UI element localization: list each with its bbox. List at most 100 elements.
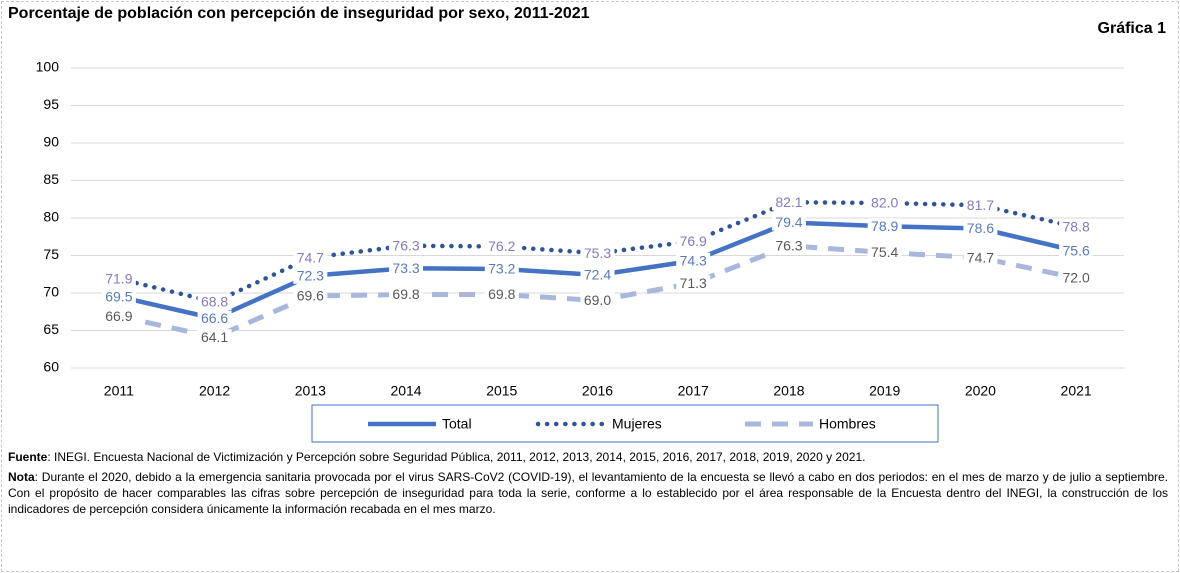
- label-bg: [1059, 219, 1094, 235]
- data-label: 74.3: [680, 252, 707, 268]
- label-bg: [867, 195, 902, 211]
- y-tick-label: 70: [43, 284, 59, 300]
- x-tick-label: 2014: [390, 383, 421, 399]
- data-label: 69.6: [297, 288, 324, 304]
- data-label: 76.3: [392, 237, 419, 253]
- data-label: 68.8: [201, 294, 228, 310]
- label-bg: [771, 194, 806, 211]
- label-bg: [676, 233, 711, 250]
- label-bg: [676, 275, 711, 292]
- label-bg: [293, 267, 328, 284]
- label-bg: [389, 237, 424, 254]
- label-bg: [580, 245, 615, 262]
- data-label: 69.0: [584, 292, 611, 308]
- data-label: 73.3: [392, 260, 419, 276]
- data-label: 78.6: [967, 220, 994, 236]
- legend-label: Hombres: [819, 416, 876, 432]
- x-tick-label: 2017: [678, 383, 709, 399]
- x-tick-label: 2016: [582, 383, 613, 399]
- label-bg: [389, 286, 424, 303]
- x-tick-label: 2011: [104, 383, 134, 399]
- note-label: Nota: [8, 470, 35, 484]
- y-tick-label: 65: [43, 321, 59, 337]
- data-label: 78.8: [1063, 219, 1090, 235]
- data-label: 75.6: [1063, 243, 1090, 259]
- data-label: 74.7: [297, 249, 324, 265]
- label-bg: [197, 294, 232, 310]
- label-bg: [197, 310, 232, 327]
- label-bg: [676, 252, 711, 269]
- label-bg: [101, 270, 136, 287]
- x-tick-label: 2015: [486, 383, 517, 399]
- label-bg: [771, 237, 806, 254]
- note: Nota: Durante el 2020, debido a la emerg…: [8, 469, 1168, 517]
- data-label: 78.9: [871, 218, 898, 234]
- data-label: 66.9: [105, 308, 132, 324]
- data-label: 79.4: [775, 214, 802, 230]
- data-label: 75.4: [871, 244, 898, 260]
- data-label: 69.5: [105, 288, 132, 304]
- label-bg: [963, 197, 998, 214]
- label-bg: [1059, 270, 1094, 286]
- data-label: 72.0: [1063, 270, 1090, 286]
- data-label: 76.3: [775, 237, 802, 253]
- data-label: 71.9: [105, 270, 132, 286]
- label-bg: [580, 267, 615, 283]
- x-tick-label: 2021: [1061, 383, 1092, 399]
- chart-title: Porcentaje de población con percepción d…: [8, 5, 590, 22]
- data-label: 72.3: [297, 267, 324, 283]
- label-bg: [963, 249, 998, 266]
- source-text: : INEGI. Encuesta Nacional de Victimizac…: [47, 450, 866, 464]
- data-label: 74.7: [967, 249, 994, 265]
- data-label: 66.6: [201, 310, 228, 326]
- notes: Fuente: INEGI. Encuesta Nacional de Vict…: [8, 449, 1168, 521]
- data-label: 71.3: [680, 275, 707, 291]
- y-tick-label: 85: [43, 171, 59, 187]
- label-bg: [484, 261, 519, 277]
- chart-number: Gráfica 1: [1097, 20, 1166, 37]
- label-bg: [293, 288, 328, 304]
- label-bg: [580, 292, 615, 309]
- note-text: : Durante el 2020, debido a la emergenci…: [8, 470, 1168, 516]
- label-bg: [1059, 243, 1094, 259]
- data-label: 64.1: [201, 329, 228, 345]
- label-bg: [771, 214, 806, 231]
- data-label: 82.1: [775, 194, 802, 210]
- data-label: 81.7: [967, 197, 994, 213]
- label-bg: [484, 286, 519, 303]
- x-tick-label: 2012: [199, 383, 230, 399]
- y-tick-label: 100: [36, 59, 60, 75]
- x-tick-label: 2020: [965, 383, 996, 399]
- legend-label: Mujeres: [612, 416, 662, 432]
- y-tick-label: 95: [43, 96, 59, 112]
- label-bg: [293, 249, 328, 266]
- data-label: 72.4: [584, 267, 611, 283]
- data-label: 76.9: [680, 233, 707, 249]
- x-tick-label: 2019: [869, 383, 900, 399]
- data-label: 82.0: [871, 195, 898, 211]
- label-bg: [963, 220, 998, 237]
- source: Fuente: INEGI. Encuesta Nacional de Vict…: [8, 449, 1168, 465]
- legend-label: Total: [442, 416, 472, 432]
- label-bg: [197, 329, 232, 346]
- label-bg: [867, 244, 902, 261]
- source-label: Fuente: [8, 450, 48, 464]
- label-bg: [389, 260, 424, 277]
- data-label: 76.2: [488, 238, 515, 254]
- y-tick-label: 60: [43, 359, 59, 375]
- y-tick-label: 90: [43, 134, 59, 150]
- data-label: 69.8: [488, 286, 515, 302]
- data-label: 75.3: [584, 245, 611, 261]
- y-tick-label: 75: [43, 246, 59, 262]
- label-bg: [867, 218, 902, 235]
- label-bg: [101, 308, 136, 325]
- data-label: 69.8: [392, 286, 419, 302]
- x-tick-label: 2013: [295, 383, 326, 399]
- data-label: 73.2: [488, 261, 515, 277]
- label-bg: [484, 238, 519, 255]
- y-tick-label: 80: [43, 209, 59, 225]
- x-tick-label: 2018: [773, 383, 804, 399]
